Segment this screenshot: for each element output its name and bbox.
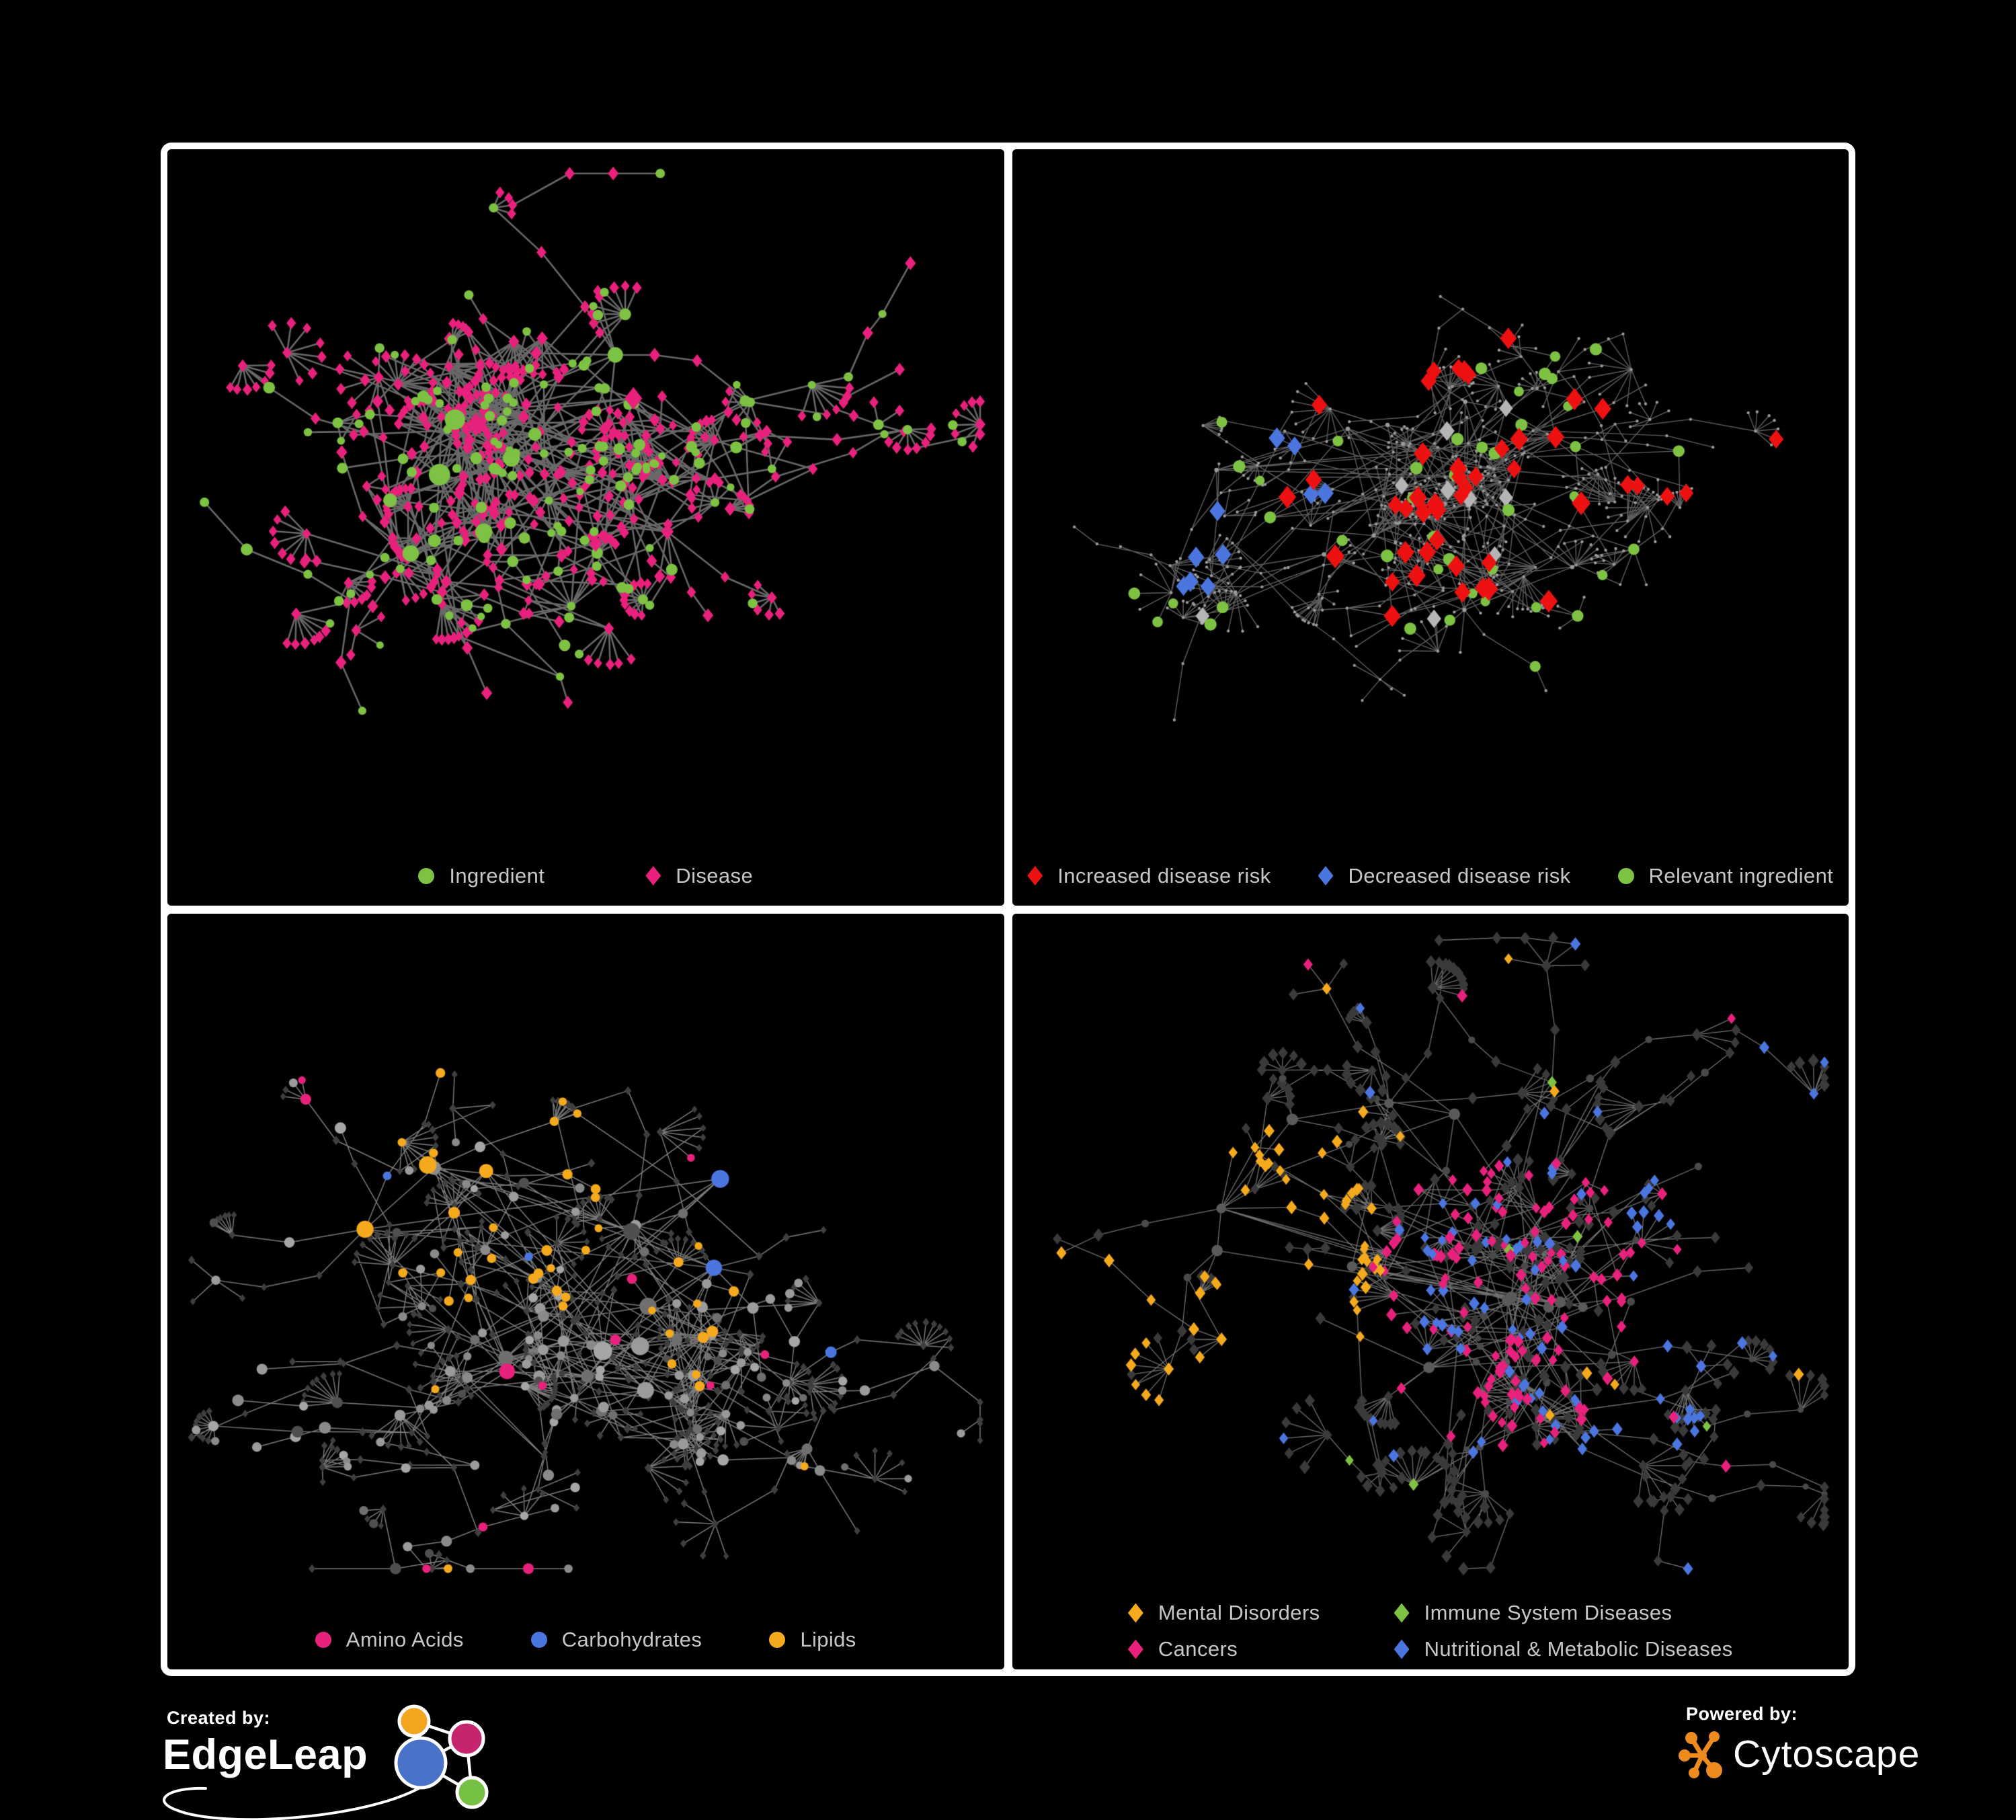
lipids-marker-icon	[769, 1632, 786, 1648]
legend-item-decreased-risk: Decreased disease risk	[1318, 864, 1571, 888]
legend-label: Immune System Diseases	[1424, 1601, 1672, 1624]
carbohydrates-marker-icon	[530, 1632, 547, 1648]
edgeleap-logo	[163, 1704, 489, 1820]
ingredient-disease-network-canvas[interactable]	[167, 149, 1004, 906]
legend-label: Lipids	[800, 1628, 856, 1651]
ingredient-marker-icon	[418, 867, 435, 884]
disease-classes-network-canvas[interactable]	[1012, 913, 1849, 1669]
cytoscape-branding: Powered by: Cytosc	[1678, 1704, 1987, 1798]
nutrient-classes-network-canvas[interactable]	[167, 913, 1004, 1669]
edgeleap-node-orange	[397, 1704, 431, 1738]
legend-nutrient-classes: Amino Acids Carbohydrates Lipids	[167, 1628, 1004, 1652]
amino-acids-marker-icon	[315, 1632, 331, 1648]
legend-item-amino-acids: Amino Acids	[315, 1628, 464, 1652]
legend-label: Nutritional & Metabolic Diseases	[1424, 1637, 1733, 1661]
relevant-ingredient-marker-icon	[1617, 867, 1634, 884]
legend-item-lipids: Lipids	[769, 1628, 856, 1652]
panel-disease-risk: Increased disease risk Decreased disease…	[1012, 149, 1849, 906]
created-by-label: Created by:	[167, 1708, 271, 1728]
legend-label: Ingredient	[449, 863, 545, 887]
legend-label: Amino Acids	[346, 1628, 464, 1651]
legend-item-carbohydrates: Carbohydrates	[530, 1628, 702, 1652]
disease-risk-network-canvas[interactable]	[1012, 149, 1849, 906]
legend-item-mental-disorders: Mental Disorders	[1127, 1601, 1320, 1625]
edgeleap-node-blue	[394, 1736, 448, 1790]
immune-diseases-marker-icon	[1394, 1603, 1410, 1623]
legend-item-nutritional-metabolic: Nutritional & Metabolic Diseases	[1394, 1637, 1733, 1661]
cytoscape-wordmark: Cytoscape	[1733, 1733, 1921, 1776]
edgeleap-node-magenta	[448, 1720, 485, 1757]
edgeleap-node-green	[455, 1776, 489, 1809]
legend-label: Cancers	[1158, 1637, 1238, 1661]
legend-label: Mental Disorders	[1158, 1601, 1320, 1624]
legend-item-relevant-ingredient: Relevant ingredient	[1617, 863, 1834, 888]
edgeleap-wordmark: EdgeLeap	[163, 1731, 368, 1778]
edgeleap-swoosh	[163, 1784, 425, 1820]
legend-item-ingredient: Ingredient	[418, 864, 545, 888]
panel-ingredient-disease: Ingredient Disease	[167, 149, 1004, 906]
legend-item-increased-risk: Increased disease risk	[1027, 864, 1271, 888]
cancers-marker-icon	[1127, 1639, 1143, 1659]
legend-item-cancers: Cancers	[1127, 1637, 1320, 1661]
legend-label: Increased disease risk	[1057, 863, 1271, 887]
legend-item-immune-diseases: Immune System Diseases	[1394, 1601, 1733, 1625]
panel-disease-classes: Mental Disorders Immune System Diseases …	[1012, 913, 1849, 1669]
legend-label: Relevant ingredient	[1648, 863, 1834, 887]
disease-marker-icon	[645, 866, 661, 885]
legend-label: Disease	[676, 863, 754, 887]
legend-item-disease: Disease	[645, 864, 753, 888]
cytoscape-logo-row: Cytoscape	[1678, 1729, 1987, 1780]
legend-ingredient-disease: Ingredient Disease	[167, 864, 1004, 888]
nutritional-metabolic-marker-icon	[1394, 1639, 1410, 1659]
edgeleap-branding: Created by: EdgeLeap	[141, 1702, 518, 1820]
network-grid: Ingredient Disease Increased disease ris…	[161, 143, 1855, 1676]
legend-label: Carbohydrates	[561, 1628, 702, 1651]
increased-risk-marker-icon	[1027, 866, 1043, 885]
powered-by-label: Powered by:	[1686, 1704, 1798, 1724]
mental-disorders-marker-icon	[1127, 1603, 1143, 1623]
legend-label: Decreased disease risk	[1348, 863, 1571, 887]
panel-nutrient-classes: Amino Acids Carbohydrates Lipids	[167, 913, 1004, 1669]
cytoscape-logo	[1679, 1731, 1722, 1778]
decreased-risk-marker-icon	[1318, 866, 1334, 885]
legend-disease-classes: Mental Disorders Immune System Diseases …	[1012, 1601, 1849, 1661]
legend-disease-risk: Increased disease risk Decreased disease…	[1012, 864, 1849, 888]
